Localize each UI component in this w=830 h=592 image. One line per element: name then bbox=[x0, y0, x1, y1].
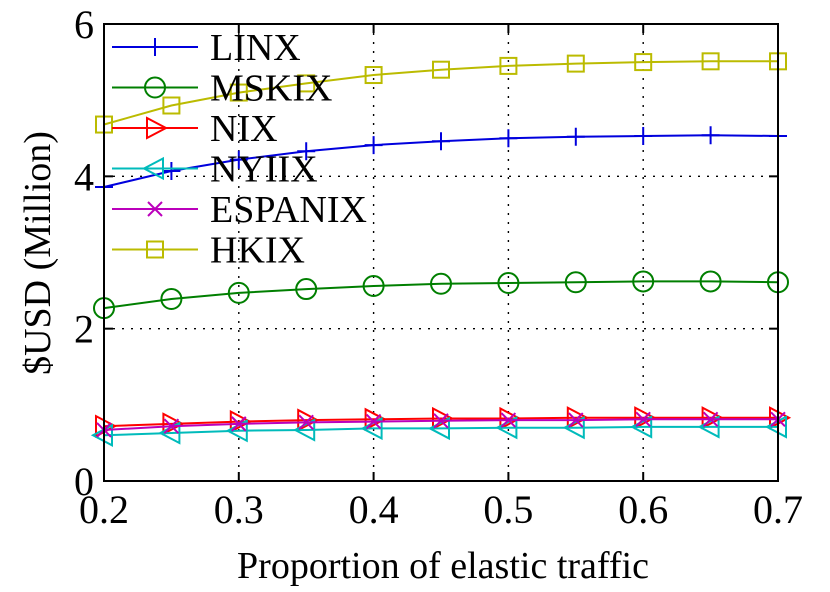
data-point-linx bbox=[634, 126, 653, 145]
data-point-hkix bbox=[229, 83, 248, 102]
data-point-espanix bbox=[298, 414, 314, 431]
data-point-espanix bbox=[231, 416, 247, 432]
data-point-espanix bbox=[433, 413, 449, 429]
legend-item-mskix: MSKIX bbox=[112, 68, 332, 110]
data-point-mskix bbox=[564, 271, 587, 294]
series-line-nix bbox=[103, 416, 778, 428]
legend-item-nyiix: NYIIX bbox=[112, 149, 318, 191]
legend-label-mskix: MSKIX bbox=[210, 68, 332, 110]
legend-label-nix: NIX bbox=[210, 108, 278, 150]
data-point-mskix bbox=[632, 270, 655, 293]
plot-frame bbox=[103, 23, 779, 482]
y-tick-label: 4 bbox=[74, 154, 94, 199]
data-point-hkix bbox=[162, 96, 181, 115]
x-tick-label: 0.6 bbox=[618, 487, 668, 532]
data-point-linx bbox=[162, 162, 181, 181]
data-point-espanix bbox=[163, 418, 180, 434]
x-tick-label: 0.7 bbox=[753, 487, 803, 532]
axis-ticks: 0.2 0.3 0.4 0.5 0.6 0.7 0 2 4 6 bbox=[74, 2, 803, 532]
legend-marker-espanix bbox=[147, 201, 163, 217]
y-tick-label: 6 bbox=[74, 2, 94, 47]
data-point-mskix bbox=[497, 271, 520, 294]
legend-marker-nyiix bbox=[141, 156, 164, 181]
legend-marker-hkix bbox=[146, 240, 164, 259]
data-point-hkix bbox=[297, 74, 316, 93]
series-line-mskix bbox=[103, 280, 779, 310]
legend-label-hkix: HKIX bbox=[210, 230, 305, 272]
x-tick-label: 0.2 bbox=[79, 487, 129, 532]
data-point-espanix bbox=[702, 411, 719, 428]
legend-marker-nix bbox=[146, 116, 169, 140]
legend-item-nix: NIX bbox=[112, 108, 278, 150]
y-tick-label: 0 bbox=[74, 459, 94, 504]
data-point-espanix bbox=[635, 411, 651, 428]
series-linx bbox=[95, 126, 787, 196]
data-point-mskix bbox=[227, 281, 250, 304]
legend-item-espanix: ESPANIX bbox=[112, 189, 367, 231]
legend-item-linx: LINX bbox=[112, 27, 301, 69]
y-tick-label: 2 bbox=[74, 307, 94, 352]
data-point-mskix bbox=[362, 275, 385, 298]
data-point-espanix bbox=[365, 413, 382, 430]
data-point-hkix bbox=[432, 60, 450, 79]
series-line-nyiix bbox=[103, 425, 778, 437]
legend-label-linx: LINX bbox=[210, 27, 301, 69]
data-point-linx bbox=[432, 132, 450, 151]
legend-marker-linx bbox=[146, 38, 164, 56]
data-point-nix bbox=[769, 406, 792, 430]
data-point-nix bbox=[634, 406, 657, 430]
data-point-espanix bbox=[568, 412, 584, 428]
data-point-espanix bbox=[500, 412, 517, 428]
series-line-hkix bbox=[103, 60, 778, 126]
series-hkix bbox=[95, 52, 787, 134]
x-tick-label: 0.5 bbox=[483, 487, 533, 532]
legend-item-hkix: HKIX bbox=[112, 230, 305, 272]
data-point-hkix bbox=[566, 54, 585, 73]
data-point-nix bbox=[499, 406, 522, 431]
series-mskix bbox=[93, 270, 789, 320]
x-tick-label: 0.3 bbox=[214, 487, 264, 532]
data-point-hkix bbox=[701, 52, 720, 71]
y-axis-title: $USD (Million) bbox=[17, 131, 59, 375]
data-point-linx bbox=[364, 136, 383, 155]
data-point-linx bbox=[229, 150, 248, 169]
data-point-linx bbox=[499, 129, 518, 148]
data-point-mskix bbox=[295, 278, 318, 301]
data-point-linx bbox=[297, 142, 316, 161]
data-point-mskix bbox=[699, 270, 722, 293]
data-point-mskix bbox=[430, 272, 452, 295]
data-point-hkix bbox=[364, 66, 383, 85]
legend-label-nyiix: NYIIX bbox=[210, 149, 318, 191]
data-point-mskix bbox=[160, 287, 183, 310]
data-point-linx bbox=[566, 127, 585, 146]
x-tick-label: 0.4 bbox=[349, 487, 399, 532]
legend-marker-mskix bbox=[144, 76, 166, 99]
legend-label-espanix: ESPANIX bbox=[210, 189, 367, 231]
data-point-hkix bbox=[634, 53, 653, 72]
x-axis-title: Proportion of elastic traffic bbox=[237, 545, 649, 587]
data-point-linx bbox=[701, 126, 720, 145]
data-point-hkix bbox=[499, 56, 518, 75]
data-point-nix bbox=[701, 406, 724, 430]
